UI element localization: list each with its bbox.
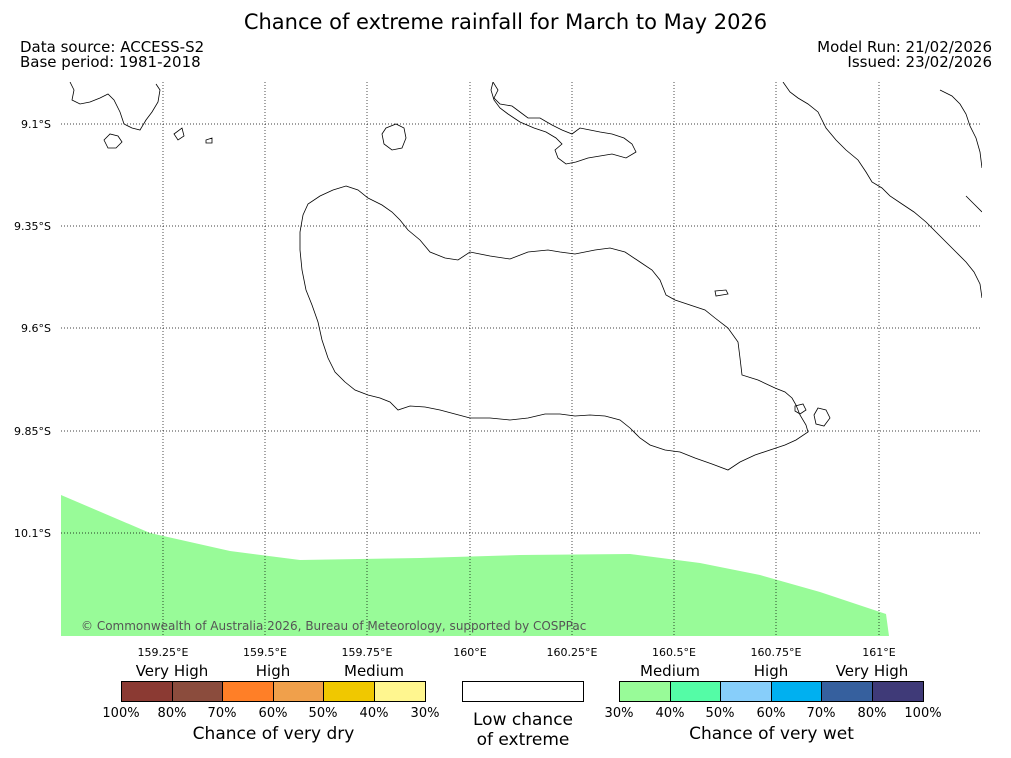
wet-caption: Chance of very wet: [689, 724, 854, 744]
wet-swatch: [619, 681, 671, 702]
lon-tick-label: 160.25°E: [547, 646, 598, 659]
dry-tick-label: 100%: [102, 706, 140, 721]
graticule: [61, 82, 982, 636]
dry-category-high: High: [255, 662, 291, 680]
wet-swatch: [669, 681, 722, 702]
dry-category-medium: Medium: [344, 662, 404, 680]
lon-tick-label: 160°E: [453, 646, 486, 659]
wet-tick-label: 40%: [655, 706, 685, 721]
base-period-label: Base period: 1981-2018: [20, 53, 201, 71]
north-islands-coastline: [69, 82, 213, 149]
wet-category-very-high: Very High: [835, 662, 909, 680]
dry-tick-label: 80%: [157, 706, 187, 721]
dry-tick-label: 50%: [308, 706, 338, 721]
wet-tick-label: 70%: [806, 706, 836, 721]
islet-coastline: [714, 289, 729, 297]
wet-swatch: [720, 681, 772, 702]
lon-tick-label: 159.25°E: [138, 646, 189, 659]
dry-tick-label: 40%: [359, 706, 389, 721]
wet-tick-label: 60%: [756, 706, 786, 721]
map-title: Chance of extreme rainfall for March to …: [243, 10, 768, 34]
lat-tick-label: 9.35°S: [14, 220, 51, 233]
lon-tick-label: 159.75°E: [342, 646, 393, 659]
lon-tick-label: 159.5°E: [243, 646, 287, 659]
florida-islands-coastline: [490, 82, 637, 165]
dry-swatch: [222, 681, 274, 702]
dry-swatch: [323, 681, 375, 702]
model-run-label: Model Run: 21/02/2026: [817, 38, 992, 56]
lon-tick-label: 161°E: [862, 646, 895, 659]
guadalcanal-coastline: [299, 185, 809, 471]
malaita-east-coastline: [939, 89, 982, 213]
dry-swatch: [171, 681, 224, 702]
low-chance-caption-line2: of extreme: [476, 730, 570, 750]
dry-swatch: [121, 681, 173, 702]
malaita-coastline: [782, 82, 982, 299]
wet-category-high: High: [753, 662, 789, 680]
dry-category-very-high: Very High: [135, 662, 209, 680]
coastlines: [69, 82, 982, 471]
lon-tick-label: 160.75°E: [751, 646, 802, 659]
dry-tick-label: 30%: [410, 706, 440, 721]
wet-tick-label: 50%: [705, 706, 735, 721]
dry-swatch: [272, 681, 325, 702]
wet-tick-label: 80%: [857, 706, 887, 721]
lat-tick-label: 10.1°S: [14, 527, 51, 540]
islet-coastline: [813, 407, 831, 427]
wet-swatch: [821, 681, 873, 702]
data-source-label: Data source: ACCESS-S2: [20, 38, 205, 56]
very-wet-medium-area: [61, 495, 889, 636]
lat-tick-label: 9.1°S: [21, 118, 51, 131]
wet-tick-label: 100%: [904, 706, 942, 721]
lat-tick-label: 9.85°S: [14, 425, 51, 438]
wet-swatch: [872, 681, 924, 702]
dry-swatch: [374, 681, 426, 702]
wet-tick-label: 30%: [604, 706, 634, 721]
issued-label: Issued: 23/02/2026: [847, 53, 992, 71]
wet-swatch: [770, 681, 823, 702]
dry-caption: Chance of very dry: [192, 724, 355, 744]
islet-coastline: [794, 403, 807, 415]
wet-category-medium: Medium: [640, 662, 700, 680]
dry-tick-label: 70%: [207, 706, 237, 721]
lon-tick-label: 160.5°E: [652, 646, 696, 659]
low-chance-swatch: [462, 681, 584, 702]
copyright-text: © Commonwealth of Australia 2026, Bureau…: [81, 619, 586, 633]
islet-coastline: [381, 123, 407, 151]
lat-tick-label: 9.6°S: [21, 322, 51, 335]
low-chance-caption-line1: Low chance: [473, 710, 573, 730]
dry-tick-label: 60%: [258, 706, 288, 721]
